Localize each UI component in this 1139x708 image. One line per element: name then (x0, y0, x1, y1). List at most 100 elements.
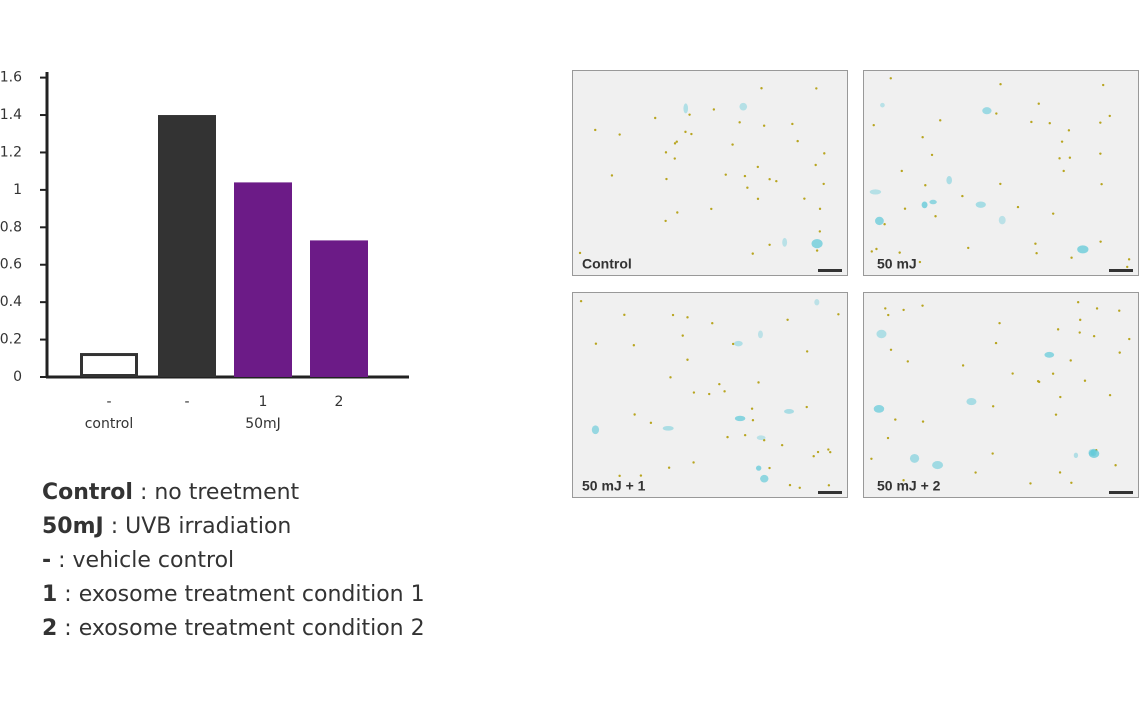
cell-dot (818, 230, 822, 233)
cell-dot (994, 341, 998, 345)
cell-dot (610, 174, 614, 177)
cell-dot (961, 364, 965, 367)
cell-dot (762, 124, 766, 127)
cell-dot (675, 140, 678, 143)
cell-dot (1058, 157, 1061, 160)
cell-dot (756, 165, 760, 169)
cell-dot (667, 466, 671, 469)
cell-dot (688, 113, 691, 116)
cell-dot (731, 342, 735, 346)
cell-dot (649, 421, 653, 425)
cell-dot (889, 77, 892, 80)
cell-dot (1083, 379, 1087, 382)
y-tick-label: 0.6 (0, 257, 22, 273)
cell-dot (673, 142, 677, 145)
group-label: 50mJ (245, 416, 281, 432)
scale-bar (1109, 491, 1133, 494)
panel-label: 50 mJ + 1 (582, 478, 646, 494)
note-text: : vehicle control (51, 548, 235, 573)
cell-dot (757, 381, 760, 384)
stain (876, 329, 887, 339)
stain (814, 299, 820, 306)
cell-dot (750, 407, 754, 410)
cell-dot (723, 390, 726, 393)
bar (80, 353, 138, 378)
stain (975, 201, 986, 208)
stain (734, 340, 743, 347)
stain (756, 435, 766, 441)
cell-dot (1060, 140, 1064, 143)
cell-dot (886, 436, 890, 440)
cell-dot (690, 132, 693, 136)
cell-dot (921, 136, 924, 139)
image-panel (863, 292, 1139, 498)
cell-dot (1034, 242, 1037, 245)
cell-dot (684, 130, 687, 134)
cell-dot (746, 186, 749, 189)
stain (909, 453, 920, 463)
cell-dot (837, 313, 840, 316)
cell-dot (918, 260, 922, 264)
cell-dot (711, 322, 714, 325)
scale-bar (818, 491, 842, 494)
cell-dot (594, 342, 598, 345)
cell-dot (738, 121, 741, 124)
cell-dot (623, 313, 626, 317)
scale-bar (818, 269, 842, 272)
cell-dot (1092, 334, 1096, 338)
image-panels: Control 50 mJ 50 mJ + 1 50 mJ + 2 (572, 70, 1139, 498)
cell-dot (814, 163, 817, 167)
cell-dot (618, 474, 621, 478)
y-tick-label: 1 (13, 182, 22, 198)
cell-dot (823, 152, 826, 155)
cell-dot (870, 250, 873, 253)
scale-bar (1109, 269, 1133, 272)
bar (234, 182, 292, 377)
cell-dot (673, 157, 676, 160)
cell-dot (686, 358, 689, 361)
cell-dot (1036, 380, 1040, 383)
cell-dot (1048, 122, 1051, 125)
note-text: : no treetment (132, 480, 300, 505)
cell-dot (1099, 121, 1102, 124)
cell-dot (934, 215, 937, 218)
cell-dot (894, 418, 897, 421)
cell-dot (708, 392, 711, 396)
stain (880, 102, 885, 108)
cell-dot (815, 249, 819, 252)
note-term: 2 (42, 616, 58, 641)
cell-dot (816, 450, 820, 454)
cell-dot (1118, 351, 1121, 354)
cell-dot (1118, 309, 1121, 312)
cell-dot (1056, 328, 1060, 331)
cell-dot (669, 376, 672, 379)
cell-dot (1108, 393, 1112, 397)
cell-dot (775, 179, 778, 183)
note-text: : exosome treatment condition 1 (57, 582, 425, 607)
cell-dot (718, 382, 721, 386)
cell-dot (791, 122, 794, 126)
cell-dot (768, 466, 771, 470)
y-tick-label: 1.2 (0, 144, 22, 160)
cell-dot (788, 483, 792, 487)
y-tick-label: 0.2 (0, 332, 22, 348)
cell-dot (939, 119, 942, 122)
panel-label: 50 mJ + 2 (877, 478, 941, 494)
cell-dot (632, 344, 636, 347)
stain (811, 238, 823, 249)
cell-dot (1108, 114, 1111, 118)
note-text: : UVB irradiation (103, 514, 292, 539)
x-tick-label: 2 (335, 394, 344, 410)
stain (782, 237, 788, 247)
stain (946, 176, 953, 185)
cell-dot (1076, 301, 1080, 304)
cell-dot (1051, 212, 1055, 215)
cell-dot (751, 419, 755, 422)
x-tick-label: 1 (259, 394, 268, 410)
cell-dot (1100, 182, 1103, 186)
stain (921, 201, 928, 209)
stain (739, 102, 748, 111)
stain (1077, 245, 1089, 254)
cell-dot (1095, 307, 1099, 310)
